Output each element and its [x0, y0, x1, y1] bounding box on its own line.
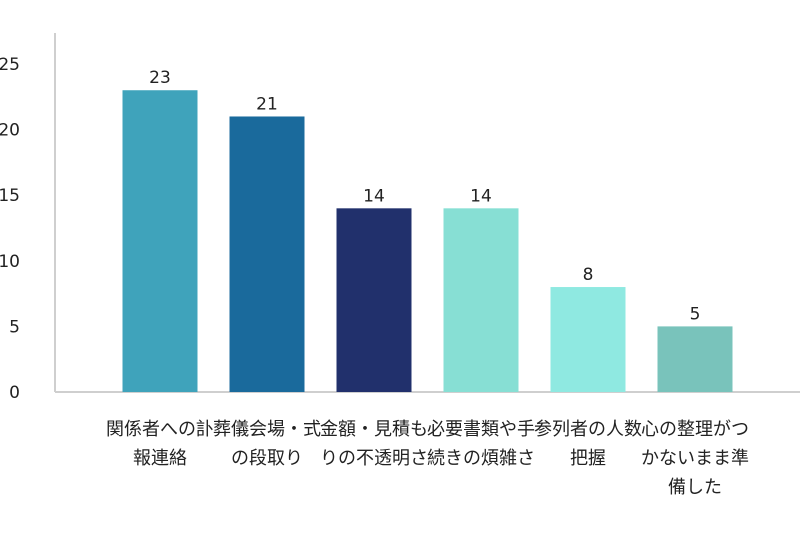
- data-label: 8: [583, 265, 594, 285]
- category-label: 関係者への訃報連絡: [106, 419, 214, 469]
- y-tick-label: 15: [0, 186, 20, 206]
- y-tick-labels: 0 5 10 15 20 25: [0, 55, 20, 403]
- y-tick-label: 25: [0, 55, 20, 75]
- category-label: 葬儀会場・式の段取り: [213, 419, 321, 469]
- y-tick-label: 5: [9, 317, 20, 337]
- category-label: 心の整理がつかないまま準備した: [641, 419, 749, 498]
- bar: [550, 287, 626, 392]
- data-label: 5: [690, 304, 701, 324]
- data-label: 23: [149, 68, 171, 88]
- data-labels: 23 21 14 14 8 5: [149, 68, 700, 324]
- y-tick-label: 0: [9, 383, 20, 403]
- bar: [336, 208, 412, 392]
- bars: [122, 90, 733, 393]
- category-label: 参列者の人数把握: [534, 419, 642, 469]
- data-label: 21: [256, 94, 278, 114]
- data-label: 14: [470, 186, 492, 206]
- data-label: 14: [363, 186, 385, 206]
- bar: [122, 90, 198, 393]
- bar: [229, 116, 305, 392]
- y-tick-label: 10: [0, 252, 20, 272]
- y-tick-label: 20: [0, 121, 20, 141]
- bar: [443, 208, 519, 392]
- bar: [657, 326, 733, 392]
- category-label: 必要書類や手続きの煩雑さ: [427, 419, 535, 469]
- category-label: 金額・見積もりの不透明さ: [320, 419, 428, 469]
